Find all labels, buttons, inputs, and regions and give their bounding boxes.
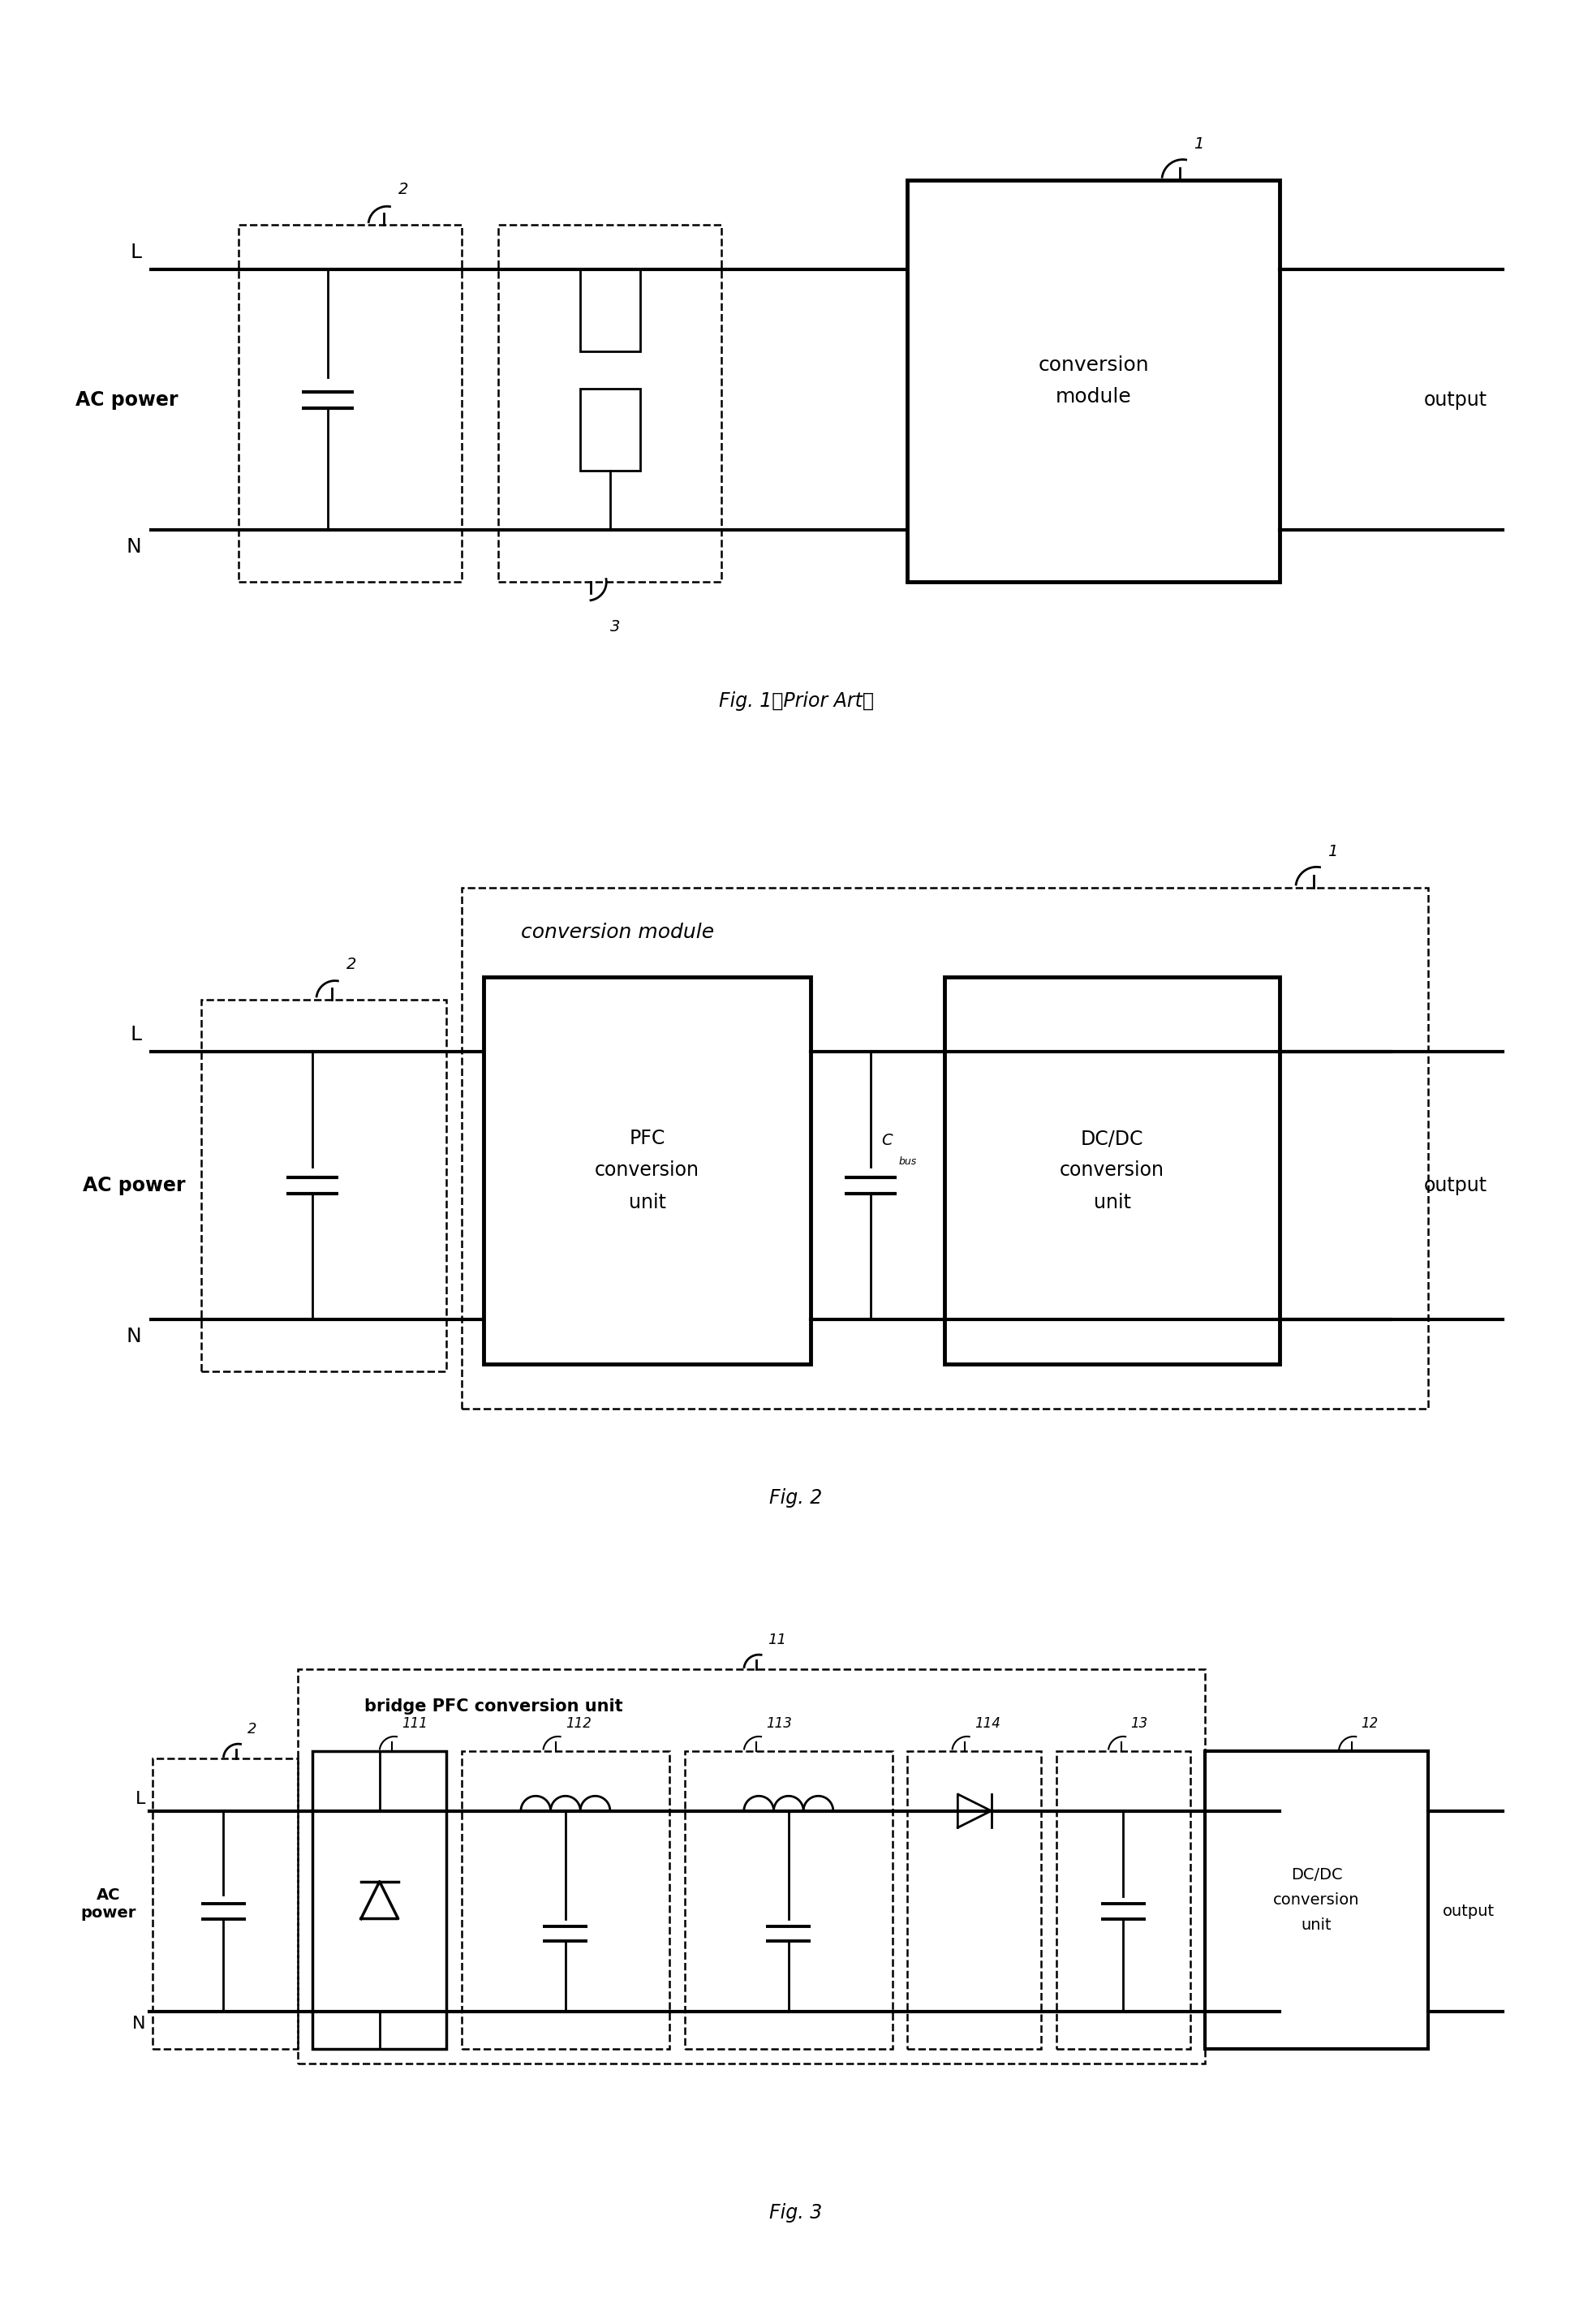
Text: L: L [131,1025,142,1043]
Bar [462,888,1428,1408]
Text: Fig. 2: Fig. 2 [769,1487,823,1508]
Text: L: L [131,242,142,263]
Text: C: C [882,1132,893,1148]
Bar [312,1752,446,2050]
Bar [153,1759,298,2050]
Text: N: N [126,1327,142,1346]
Bar [581,388,640,469]
Text: output: output [1442,1903,1495,1920]
Text: output: output [1425,1176,1487,1195]
Bar [298,1669,1205,2064]
Text: 1: 1 [1194,137,1204,151]
Text: AC power: AC power [75,390,178,409]
Bar [201,999,446,1371]
Text: 13: 13 [1130,1715,1148,1731]
Bar [581,270,640,351]
Bar [498,225,721,581]
Text: 2: 2 [398,181,408,198]
Text: AC
power: AC power [80,1887,135,1920]
Bar [462,1752,670,2050]
Text: DC/DC
conversion
unit: DC/DC conversion unit [1060,1129,1164,1211]
Text: 12: 12 [1361,1715,1379,1731]
Text: PFC
conversion
unit: PFC conversion unit [595,1129,699,1211]
Text: Fig. 1（Prior Art）: Fig. 1（Prior Art） [718,690,874,711]
Text: AC power: AC power [83,1176,186,1195]
Text: Fig. 3: Fig. 3 [769,2203,823,2222]
Text: 112: 112 [565,1715,591,1731]
Text: 113: 113 [766,1715,793,1731]
Text: N: N [132,2015,145,2031]
Text: L: L [135,1792,145,1808]
Text: 2: 2 [345,957,357,971]
Bar [907,1752,1041,2050]
Bar [1205,1752,1428,2050]
Text: 11: 11 [767,1634,786,1648]
Text: conversion
module: conversion module [1038,356,1149,407]
Bar [484,976,810,1364]
Text: conversion module: conversion module [521,923,715,941]
Bar [685,1752,893,2050]
Text: bus: bus [898,1155,917,1167]
Text: 111: 111 [401,1715,428,1731]
Bar [1055,1752,1191,2050]
Text: 3: 3 [610,618,621,634]
Text: 1: 1 [1328,844,1337,860]
Bar [239,225,462,581]
Text: bridge PFC conversion unit: bridge PFC conversion unit [365,1699,622,1715]
Text: 2: 2 [247,1722,256,1736]
Bar [907,181,1280,581]
Text: N: N [126,537,142,558]
Bar [944,976,1280,1364]
Text: 114: 114 [974,1715,1000,1731]
Text: DC/DC
conversion
unit: DC/DC conversion unit [1274,1866,1360,1934]
Text: output: output [1425,390,1487,409]
